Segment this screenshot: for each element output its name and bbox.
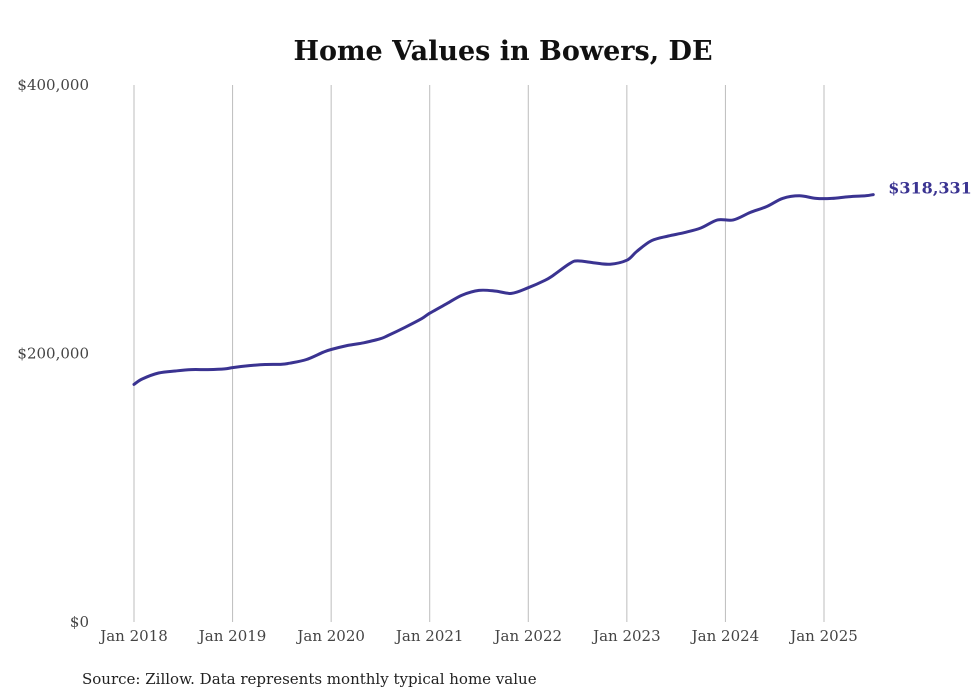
y-tick-label-0: $0 <box>70 613 89 631</box>
x-tick-label-2024: Jan 2024 <box>690 627 760 645</box>
x-tick-label-2025: Jan 2025 <box>788 627 858 645</box>
vertical-gridlines <box>133 85 825 622</box>
x-tick-label-2020: Jan 2020 <box>295 627 365 645</box>
y-axis-ticks: $0 $200,000 $400,000 <box>17 76 89 631</box>
y-tick-label-400000: $400,000 <box>17 76 89 94</box>
x-axis-ticks: Jan 2018 Jan 2019 Jan 2020 Jan 2021 Jan 2022… <box>98 627 858 645</box>
end-value-label: $318,331 <box>888 179 972 198</box>
y-tick-label-200000: $200,000 <box>17 345 89 363</box>
x-tick-label-2022: Jan 2022 <box>493 627 563 645</box>
series-line-home-value <box>132 193 875 386</box>
chart-title: Home Values in Bowers, DE <box>293 36 712 67</box>
x-tick-label-2021: Jan 2021 <box>394 627 464 645</box>
x-tick-label-2018: Jan 2018 <box>98 627 168 645</box>
x-tick-label-2023: Jan 2023 <box>591 627 661 645</box>
x-tick-label-2019: Jan 2019 <box>197 627 267 645</box>
source-note: Source: Zillow. Data represents monthly … <box>82 670 537 688</box>
